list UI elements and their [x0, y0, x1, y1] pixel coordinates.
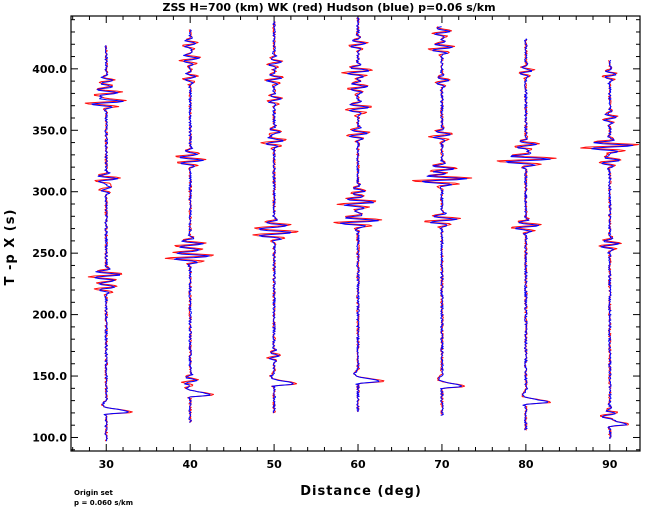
- axis-ticks: 100.0 150.0 200.0 250.0 300.0 350.0 400.0 30 40 5…: [32, 16, 640, 471]
- footer-line-1: Origin set: [74, 489, 114, 497]
- x-tick-label: 80: [518, 458, 534, 471]
- trace-hudson-80: [505, 38, 551, 431]
- trace-hudson-60: [340, 17, 380, 413]
- x-tick-label: 40: [183, 458, 199, 471]
- x-tick-label: 60: [350, 458, 366, 471]
- y-tick-label: 350.0: [32, 124, 67, 137]
- plot-frame: [70, 15, 641, 452]
- trace-hudson-30: [91, 45, 129, 442]
- trace-hudson-90: [591, 59, 634, 440]
- chart-title: ZSS H=700 (km) WK (red) Hudson (blue) p=…: [162, 1, 495, 14]
- trace-hudson-50: [258, 21, 294, 414]
- x-tick-label: 70: [434, 458, 450, 471]
- plot-border: [70, 15, 641, 452]
- trace-hudson-70: [422, 26, 468, 416]
- y-tick-label: 400.0: [32, 63, 67, 76]
- y-tick-label: 300.0: [32, 186, 67, 199]
- x-tick-label: 90: [602, 458, 618, 471]
- trace-hudson-40: [173, 29, 211, 423]
- trace-wk-90: [580, 59, 640, 439]
- footer-line-2: p = 0.060 s/km: [74, 499, 133, 507]
- trace-group: [84, 17, 640, 442]
- y-tick-label: 200.0: [32, 309, 67, 322]
- trace-wk-40: [164, 29, 214, 424]
- y-axis-label: T -p X (s): [3, 209, 18, 286]
- y-tick-label: 250.0: [32, 247, 67, 260]
- y-tick-label: 150.0: [32, 370, 67, 383]
- x-tick-label: 50: [266, 458, 282, 471]
- trace-wk-60: [333, 17, 385, 413]
- y-tick-label: 100.0: [32, 431, 67, 444]
- x-axis-label: Distance (deg): [300, 484, 422, 499]
- x-tick-label: 30: [99, 458, 115, 471]
